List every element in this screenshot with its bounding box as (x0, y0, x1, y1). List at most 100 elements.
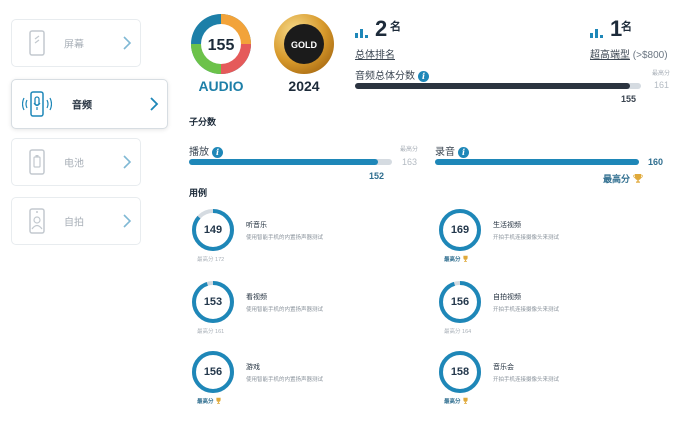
use-case-name: 看视频 (246, 294, 267, 301)
chevron-right-icon (123, 155, 132, 169)
gold-badge-label: GOLD (291, 40, 317, 50)
playback-best-label: 最高分 (400, 147, 419, 153)
use-case-card: 156 自拍视频开拍手机连接摄像头来测试最高分 164 (438, 280, 668, 342)
playback-track (189, 159, 392, 165)
premium-ranking-link[interactable]: 超高端型 (590, 50, 630, 61)
use-case-card: 158 音乐会开拍手机连接摄像头来测试最高分 (438, 350, 668, 412)
use-case-card: 169 生活视频 开拍手机连接摄像头来测试 最高分 (438, 208, 668, 270)
sidebar-item-battery[interactable]: 电池 (11, 138, 141, 186)
use-case-name: 音乐会 (493, 364, 514, 371)
playback-value: 152 (369, 171, 385, 181)
use-case-score: 158 (450, 366, 470, 378)
use-case-name: 自拍视频 (493, 294, 521, 301)
use-case-footer-text: 最高分 (444, 257, 461, 263)
use-case-score: 156 (450, 296, 470, 308)
ranking-bars-icon (590, 29, 603, 38)
playback-title-row: 播放 i (189, 143, 223, 158)
overall-score-track (355, 83, 641, 89)
premium-ranking: 1 名 超高端型 (>$800) (590, 16, 690, 61)
use-case-footer-text: 最高分 (444, 399, 461, 405)
ranking-bars-icon (355, 29, 368, 38)
use-case-footer: 最高分 (444, 255, 469, 263)
score-ring (439, 209, 481, 251)
sidebar-item-label: 电池 (64, 158, 84, 170)
use-case-card: 156 游戏 使用智能手机的内置扬声器测试 最高分 (191, 350, 421, 412)
use-cases-heading: 用例 (189, 188, 208, 198)
overall-ranking-link[interactable]: 总体排名 (355, 50, 395, 61)
use-case-score: 153 (203, 296, 223, 308)
overall-rank-number: 2 (375, 16, 388, 41)
trophy-icon (216, 397, 221, 404)
premium-rank-number: 1 (610, 16, 623, 41)
premium-rank-suffix: 名 (621, 21, 632, 33)
trophy-icon (463, 397, 468, 404)
use-case-name: 游戏 (246, 364, 260, 371)
recording-value: 160 (648, 157, 664, 167)
use-case-footer: 最高分 164 (444, 327, 471, 335)
overall-rank-suffix: 名 (390, 21, 401, 33)
use-case-footer: 最高分 161 (197, 327, 224, 335)
recording-title: 录音 (435, 147, 455, 158)
recording-best-text: 最高分 (603, 174, 631, 184)
use-case-name: 听音乐 (246, 222, 267, 229)
trophy-icon (463, 255, 468, 262)
score-ring-fill (192, 209, 234, 251)
chevron-right-icon (123, 214, 132, 228)
score-ring (439, 351, 481, 393)
use-case-footer-text: 最高分 172 (197, 257, 225, 263)
use-case-card: 149 听音乐使用智能手机的内置扬声器测试最高分 172 (191, 208, 421, 270)
premium-price-range: (>$800) (632, 50, 668, 61)
chevron-right-icon (123, 36, 132, 50)
audio-score-badge: 155 AUDIO (189, 12, 253, 94)
sidebar-item-audio[interactable]: 音频 (11, 79, 168, 129)
overall-ranking: 2 名 总体排名 (355, 16, 475, 61)
score-ring (192, 351, 234, 393)
info-icon[interactable]: i (212, 146, 223, 158)
use-case-score: 156 (203, 366, 223, 378)
use-case-footer-text: 最高分 (197, 399, 214, 405)
use-case-card: 153 看视频 使用智能手机的内置扬声器测试 最高分 161 (191, 280, 421, 342)
score-ring-fill (439, 209, 481, 251)
trophy-icon (632, 174, 643, 183)
use-case-footer: 最高分 172 (197, 255, 224, 263)
use-case-description: 开拍手机连接摄像头来测试 (493, 307, 560, 313)
gold-award-icon: GOLD (274, 14, 334, 74)
use-case-score: 169 (450, 224, 470, 236)
gold-award-badge: GOLD 2024 (272, 12, 336, 94)
score-ring (192, 281, 234, 323)
use-case-score: 149 (203, 224, 223, 236)
score-ring-fill (439, 281, 481, 323)
score-ring (192, 209, 234, 251)
playback-title: 播放 (189, 147, 209, 158)
overall-score-title: 音频总体分数 (355, 71, 415, 82)
playback-best-value: 163 (402, 157, 418, 167)
sub-scores-heading: 子分数 (189, 117, 217, 127)
use-case-footer-text: 最高分 161 (197, 329, 225, 335)
info-icon[interactable]: i (458, 146, 469, 158)
phone-audio-icon (22, 91, 52, 117)
sidebar-item-screen[interactable]: 屏幕 (11, 19, 141, 67)
use-case-description: 使用智能手机的内置扬声器测试 (246, 235, 324, 241)
playback-fill (189, 159, 379, 165)
premium-ranking-row: 超高端型 (>$800) (590, 46, 668, 61)
sidebar-item-selfie[interactable]: 自拍 (11, 197, 141, 245)
sidebar-item-label: 音频 (72, 100, 92, 112)
overall-score-value: 155 (621, 94, 637, 104)
phone-selfie-icon (29, 208, 45, 234)
score-ring-fill (192, 281, 234, 323)
use-case-footer-text: 最高分 164 (444, 329, 472, 335)
overall-best-label: 最高分 (652, 71, 671, 77)
score-ring-fill (192, 351, 234, 393)
info-icon[interactable]: i (418, 70, 429, 82)
sidebar-item-label: 屏幕 (64, 39, 84, 51)
use-case-name: 生活视频 (493, 222, 521, 229)
gold-badge-year: 2024 (288, 78, 320, 94)
score-ring (439, 281, 481, 323)
overall-score-title-row: 音频总体分数 i (355, 67, 429, 82)
recording-best-row: 最高分 (603, 172, 643, 185)
use-case-description: 开拍手机连接摄像头来测试 (493, 377, 560, 383)
overall-best-value: 161 (654, 80, 670, 90)
recording-title-row: 录音 i (435, 143, 469, 158)
use-case-footer: 最高分 (197, 397, 222, 405)
score-ring-fill (439, 351, 481, 393)
